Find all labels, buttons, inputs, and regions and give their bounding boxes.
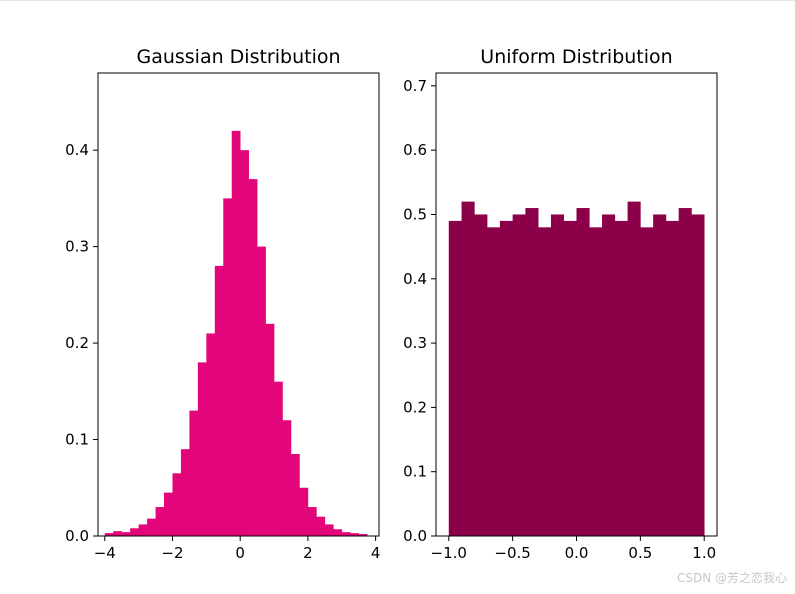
uniform-title: Uniform Distribution <box>480 46 672 68</box>
uniform-y-tick-label: 0.2 <box>403 398 427 416</box>
uniform-bar <box>627 201 641 536</box>
gaussian-bar <box>147 518 156 536</box>
gaussian-y-tick-label: 0.2 <box>65 334 89 352</box>
uniform-y-tick-label: 0.7 <box>403 77 427 95</box>
gaussian-x-tick-label: 2 <box>303 544 313 562</box>
gaussian-bar <box>130 528 139 536</box>
gaussian-bar <box>240 150 249 536</box>
gaussian-bar <box>231 130 241 536</box>
uniform-bar <box>550 214 565 536</box>
gaussian-bar <box>172 473 182 536</box>
uniform-x-tick-label: −0.5 <box>494 544 530 562</box>
uniform-x-tick-label: 0.0 <box>565 544 589 562</box>
uniform-bar <box>576 208 590 536</box>
gaussian-bar <box>121 532 131 536</box>
gaussian-bar <box>307 507 317 536</box>
gaussian-bar <box>189 410 199 536</box>
gaussian-x-tick-label: −4 <box>94 544 116 562</box>
gaussian-bar <box>316 516 326 536</box>
gaussian-bar <box>223 198 233 537</box>
gaussian-bar <box>206 333 216 536</box>
uniform-bar <box>589 227 603 537</box>
uniform-bar <box>563 220 577 536</box>
uniform-bar <box>665 220 679 536</box>
uniform-bar <box>499 220 513 536</box>
gaussian-bar <box>214 265 224 536</box>
uniform-bar <box>525 208 539 536</box>
gaussian-x-tick-label: 4 <box>371 544 381 562</box>
gaussian-bar <box>274 381 283 536</box>
gaussian-bar <box>358 534 368 536</box>
gaussian-x-tick-label: −2 <box>161 544 183 562</box>
gaussian-y-tick-label: 0.0 <box>65 527 89 545</box>
uniform-bar <box>448 220 462 536</box>
gaussian-y-tick-label: 0.1 <box>65 431 89 449</box>
uniform-bar <box>678 208 692 536</box>
gaussian-title: Gaussian Distribution <box>136 46 340 68</box>
gaussian-bar <box>197 362 207 536</box>
gaussian-bar <box>333 529 343 536</box>
gaussian-bar <box>350 533 359 536</box>
gaussian-bar <box>341 532 351 536</box>
gaussian-bar <box>155 507 165 536</box>
uniform-bar <box>653 214 667 536</box>
gaussian-x-tick-label: 0 <box>235 544 245 562</box>
top-divider <box>0 0 795 1</box>
uniform-x-tick-label: −1.0 <box>431 544 467 562</box>
uniform-bar <box>602 214 616 536</box>
uniform-y-tick-label: 0.3 <box>403 334 427 352</box>
uniform-bar <box>691 214 705 536</box>
uniform-bar <box>512 214 526 536</box>
gaussian-bar <box>257 246 266 536</box>
uniform-y-tick-label: 0.6 <box>403 141 427 159</box>
uniform-bar <box>640 227 654 537</box>
gaussian-y-tick-label: 0.4 <box>65 141 89 159</box>
gaussian-bar <box>164 492 173 536</box>
uniform-y-tick-label: 0.5 <box>403 205 427 223</box>
gaussian-bar <box>324 524 334 536</box>
gaussian-bar <box>282 420 292 536</box>
gaussian-bar <box>138 524 148 536</box>
uniform-x-tick-label: 1.0 <box>692 544 716 562</box>
uniform-bar <box>538 227 552 537</box>
gaussian-bar <box>299 487 309 536</box>
watermark-text: CSDN @芳之恋我心 <box>676 571 787 585</box>
uniform-bar <box>487 227 501 537</box>
uniform-bar <box>614 220 628 536</box>
uniform-y-tick-label: 0.0 <box>403 527 427 545</box>
gaussian-bar <box>180 449 190 536</box>
uniform-x-tick-label: 0.5 <box>628 544 652 562</box>
uniform-bar <box>474 214 488 536</box>
uniform-y-tick-label: 0.4 <box>403 270 427 288</box>
gaussian-y-tick-label: 0.3 <box>65 238 89 256</box>
gaussian-bar <box>113 531 122 536</box>
gaussian-bar <box>248 179 258 536</box>
uniform-y-tick-label: 0.1 <box>403 463 427 481</box>
gaussian-axes-frame <box>97 72 380 537</box>
gaussian-bar <box>104 533 114 536</box>
gaussian-bar <box>290 454 300 536</box>
gaussian-bar <box>265 323 275 536</box>
uniform-bar <box>461 201 475 536</box>
